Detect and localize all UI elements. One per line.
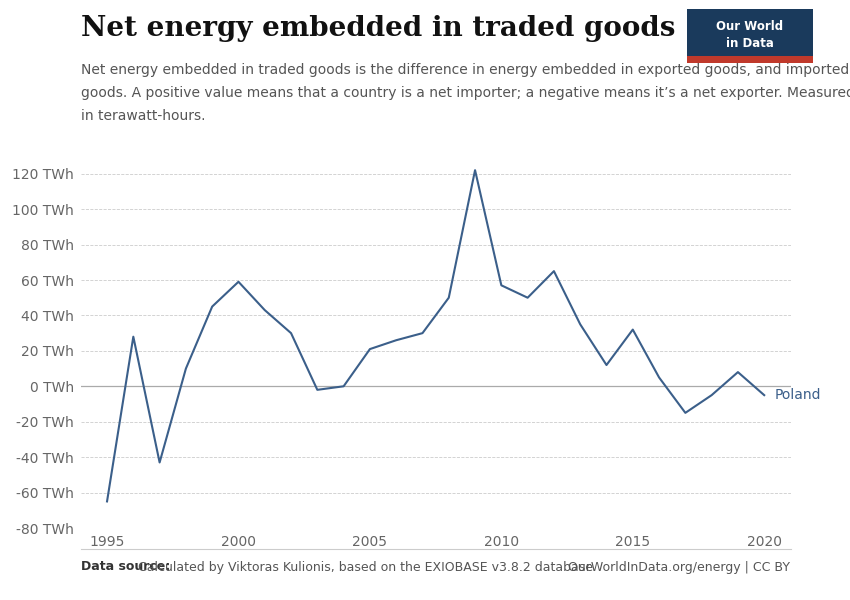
Text: Net energy embedded in traded goods: Net energy embedded in traded goods (81, 15, 675, 42)
Text: Our World: Our World (717, 20, 783, 34)
Text: Net energy embedded in traded goods is the difference in energy embedded in expo: Net energy embedded in traded goods is t… (81, 63, 849, 77)
Text: in terawatt-hours.: in terawatt-hours. (81, 109, 205, 122)
Text: Calculated by Viktoras Kulionis, based on the EXIOBASE v3.8.2 database: Calculated by Viktoras Kulionis, based o… (133, 560, 592, 574)
Text: Poland: Poland (774, 388, 821, 402)
Text: OurWorldInData.org/energy | CC BY: OurWorldInData.org/energy | CC BY (569, 560, 790, 574)
Text: Data source:: Data source: (81, 560, 170, 574)
Text: goods. A positive value means that a country is a net importer; a negative means: goods. A positive value means that a cou… (81, 86, 850, 100)
Text: in Data: in Data (726, 37, 774, 50)
